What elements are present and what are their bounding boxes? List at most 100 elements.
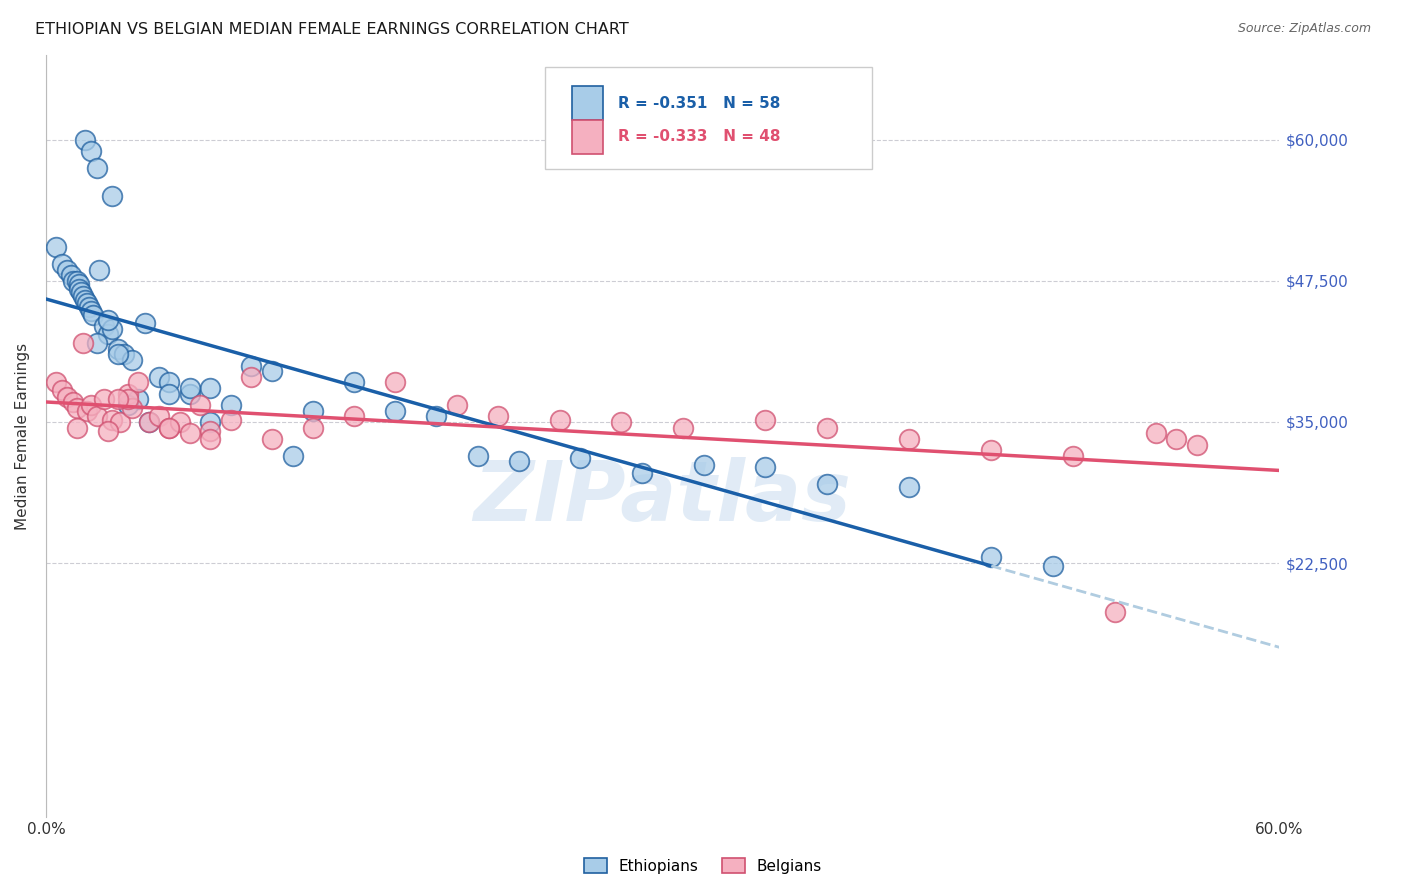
Point xyxy=(157,386,180,401)
Point xyxy=(157,376,180,390)
Point xyxy=(425,409,447,424)
Point xyxy=(121,401,143,416)
Text: R = -0.333   N = 48: R = -0.333 N = 48 xyxy=(619,129,780,145)
Point xyxy=(100,189,122,203)
FancyBboxPatch shape xyxy=(572,86,603,120)
Point xyxy=(384,403,406,417)
FancyBboxPatch shape xyxy=(546,67,872,169)
Point xyxy=(1166,432,1188,446)
Point xyxy=(157,420,180,434)
Point xyxy=(72,288,94,302)
Point xyxy=(112,347,135,361)
Point xyxy=(117,386,139,401)
Point xyxy=(1104,605,1126,619)
Point xyxy=(148,369,170,384)
Point xyxy=(86,409,108,424)
Point xyxy=(200,415,222,429)
Point xyxy=(384,376,406,390)
Point xyxy=(148,409,170,424)
Point xyxy=(127,392,149,407)
Point xyxy=(508,454,530,468)
Point xyxy=(51,384,73,398)
Point xyxy=(219,413,242,427)
Point xyxy=(100,322,122,336)
Point xyxy=(66,401,89,416)
Point xyxy=(93,318,115,333)
Point xyxy=(86,161,108,175)
Point xyxy=(108,415,131,429)
Point xyxy=(107,342,129,356)
Point xyxy=(260,364,283,378)
Point xyxy=(76,296,98,310)
Point xyxy=(117,392,139,407)
Point xyxy=(815,420,838,434)
Point xyxy=(672,420,695,434)
Point xyxy=(169,415,191,429)
Point xyxy=(121,352,143,367)
Point xyxy=(980,550,1002,565)
Point xyxy=(200,424,222,438)
Point xyxy=(754,413,776,427)
Point xyxy=(97,424,120,438)
Point xyxy=(179,426,201,441)
Point xyxy=(107,347,129,361)
Point xyxy=(72,335,94,350)
Point xyxy=(610,415,633,429)
Point xyxy=(66,274,89,288)
Point xyxy=(343,376,366,390)
Point xyxy=(200,432,222,446)
Point xyxy=(76,403,98,417)
Point xyxy=(240,359,263,373)
Point xyxy=(980,443,1002,458)
Point xyxy=(55,390,77,404)
Point xyxy=(260,432,283,446)
Point xyxy=(548,413,571,427)
Point xyxy=(486,409,509,424)
Point xyxy=(188,398,211,412)
Point xyxy=(1042,559,1064,574)
Point xyxy=(45,376,67,390)
Point xyxy=(692,458,714,472)
Legend: Ethiopians, Belgians: Ethiopians, Belgians xyxy=(578,852,828,880)
Point xyxy=(62,394,84,409)
Point xyxy=(1185,437,1208,451)
Point xyxy=(80,304,103,318)
Point xyxy=(67,277,90,292)
Point xyxy=(138,415,160,429)
Point xyxy=(138,415,160,429)
Point xyxy=(569,451,592,466)
Text: Source: ZipAtlas.com: Source: ZipAtlas.com xyxy=(1237,22,1371,36)
Point xyxy=(240,369,263,384)
Point xyxy=(815,477,838,491)
Point xyxy=(80,398,103,412)
Point xyxy=(898,480,921,494)
Point xyxy=(62,274,84,288)
Text: R = -0.351   N = 58: R = -0.351 N = 58 xyxy=(619,95,780,111)
Point xyxy=(45,240,67,254)
Point xyxy=(51,257,73,271)
Point xyxy=(82,308,104,322)
Point xyxy=(446,398,468,412)
Point xyxy=(343,409,366,424)
Point xyxy=(89,262,111,277)
Point xyxy=(134,316,156,330)
Text: ETHIOPIAN VS BELGIAN MEDIAN FEMALE EARNINGS CORRELATION CHART: ETHIOPIAN VS BELGIAN MEDIAN FEMALE EARNI… xyxy=(35,22,628,37)
Point xyxy=(55,262,77,277)
Point xyxy=(100,413,122,427)
Point xyxy=(302,403,325,417)
Point xyxy=(1063,449,1085,463)
Point xyxy=(86,335,108,350)
Point xyxy=(898,432,921,446)
Point xyxy=(97,326,120,341)
Point xyxy=(67,282,90,296)
Point xyxy=(97,313,120,327)
Point xyxy=(1144,426,1167,441)
Point xyxy=(66,420,89,434)
Point xyxy=(157,420,180,434)
Point xyxy=(200,381,222,395)
Point xyxy=(179,386,201,401)
Point xyxy=(77,300,100,314)
Point xyxy=(117,398,139,412)
Point xyxy=(281,449,304,463)
Point xyxy=(631,466,654,480)
